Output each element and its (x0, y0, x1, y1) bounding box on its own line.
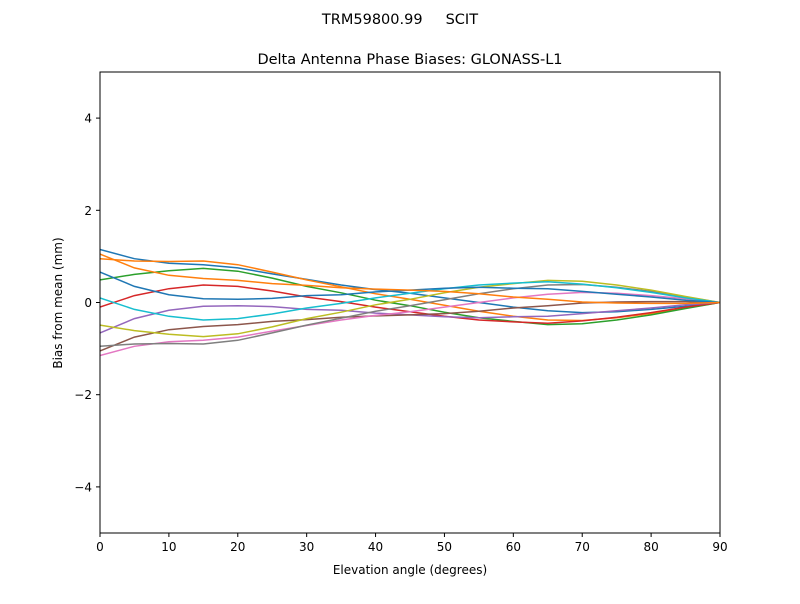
x-tick-label: 50 (437, 540, 452, 554)
series-line-s5 (100, 301, 720, 334)
x-tick-label: 10 (161, 540, 176, 554)
series-line-s10 (100, 281, 720, 321)
y-axis-label: Bias from mean (mm) (51, 237, 65, 368)
y-tick-label: 4 (84, 112, 92, 126)
x-axis-label: Elevation angle (degrees) (333, 563, 487, 577)
y-tick-label: −4 (74, 480, 92, 494)
x-tick-label: 40 (368, 540, 383, 554)
series-line-s6 (100, 300, 720, 352)
x-axis: 0 10 20 30 40 50 60 70 80 90 (96, 533, 728, 554)
x-tick-label: 60 (506, 540, 521, 554)
y-tick-label: 0 (84, 296, 92, 310)
x-tick-label: 70 (575, 540, 590, 554)
x-tick-label: 20 (230, 540, 245, 554)
figure-suptitle: TRM59800.99 SCIT (321, 12, 478, 28)
x-tick-label: 90 (712, 540, 727, 554)
y-axis: −4 −2 0 2 4 (74, 112, 100, 494)
series-line-s9 (100, 279, 720, 338)
series-line-s7 (100, 291, 720, 357)
x-tick-label: 0 (96, 540, 104, 554)
series-line-s12 (100, 253, 720, 305)
x-tick-label: 80 (643, 540, 658, 554)
y-tick-label: 2 (84, 204, 92, 218)
series-line-s11 (100, 271, 720, 304)
plot-lines (100, 248, 720, 357)
y-tick-label: −2 (74, 388, 92, 402)
x-tick-label: 30 (299, 540, 314, 554)
chart-title: Delta Antenna Phase Biases: GLONASS-L1 (257, 52, 562, 68)
